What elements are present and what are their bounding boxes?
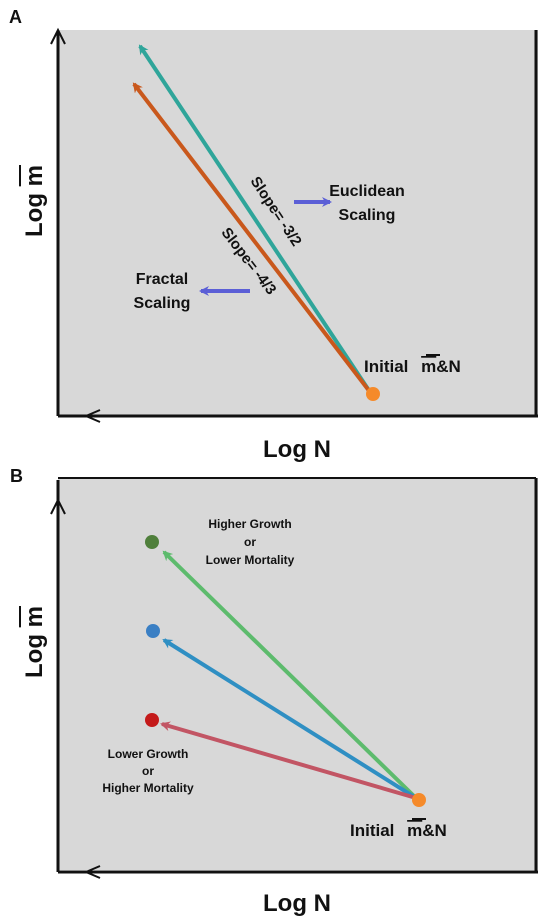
panel-b-higher-growth-point [145,535,159,549]
panel-a-x-axis-arrowhead [83,409,101,423]
panel-b-lower-growth-arrow [160,721,417,800]
panel-a-fractal-label-line1: Fractal [136,271,188,288]
panel-a-y-axis-label-prefix: Log [21,186,48,237]
panel-a-x-axis-label: Log N [263,436,331,463]
panel-b-baseline-arrow [162,638,418,800]
panel-b-lower-label-line2: or [142,764,154,778]
panel-b-plot-area [58,478,538,870]
panel-a-y-axis-label-var: m [21,165,48,187]
panel-b-lower-label-line3: Higher Mortality [102,781,194,795]
panel-a-euclidean-label-line2: Scaling [339,207,396,224]
panel-b-initial-suffix: &N [422,821,447,840]
panel-a-initial-prefix: Initial [364,357,413,376]
panel-b-lower-label-line1: Lower Growth [108,747,189,761]
panel-a-y-axis-label: Log m [21,141,49,261]
panel-b-higher-label-line2: or [244,535,256,549]
panel-b-higher-label-line1: Higher Growth [208,517,291,531]
panel-b-baseline-point [146,624,160,638]
panel-b-initial-point [412,793,426,807]
panel-b-y-axis-arrowhead [50,497,66,515]
panel-b-higher-growth-arrow [162,550,418,800]
panel-a-y-axis-arrowhead [50,27,66,45]
panel-b-x-axis-arrowhead [83,865,101,879]
panel-a-initial-suffix: &N [436,357,461,376]
panel-b-y-axis-label-var: m [21,606,48,628]
panel-b-lower-growth-point [145,713,159,727]
panel-b-initial-label: Initial m&N [350,821,447,840]
panel-a-initial-label: Initial m&N [364,357,461,376]
panel-a-fractal-arrow [132,82,372,394]
panel-a-initial-point [366,387,380,401]
panel-a-fractal-label-line2: Scaling [134,295,191,312]
panel-a-euclidean-arrow [138,44,372,394]
panel-b-initial-var: m [407,821,422,840]
panel-b-y-axis-label-prefix: Log [21,627,48,678]
panel-b-y-axis-label: Log m [21,582,49,702]
panel-a-euclidean-label-line1: Euclidean [329,183,405,200]
panel-b-letter: B [10,466,23,486]
panel-a-plot-area [58,30,538,416]
panel-b-initial-prefix: Initial [350,821,399,840]
panel-b-higher-label-line3: Lower Mortality [206,553,295,567]
panel-b-x-axis-label: Log N [263,890,331,917]
panel-a-letter: A [9,7,22,27]
panel-a-initial-var: m [421,357,436,376]
